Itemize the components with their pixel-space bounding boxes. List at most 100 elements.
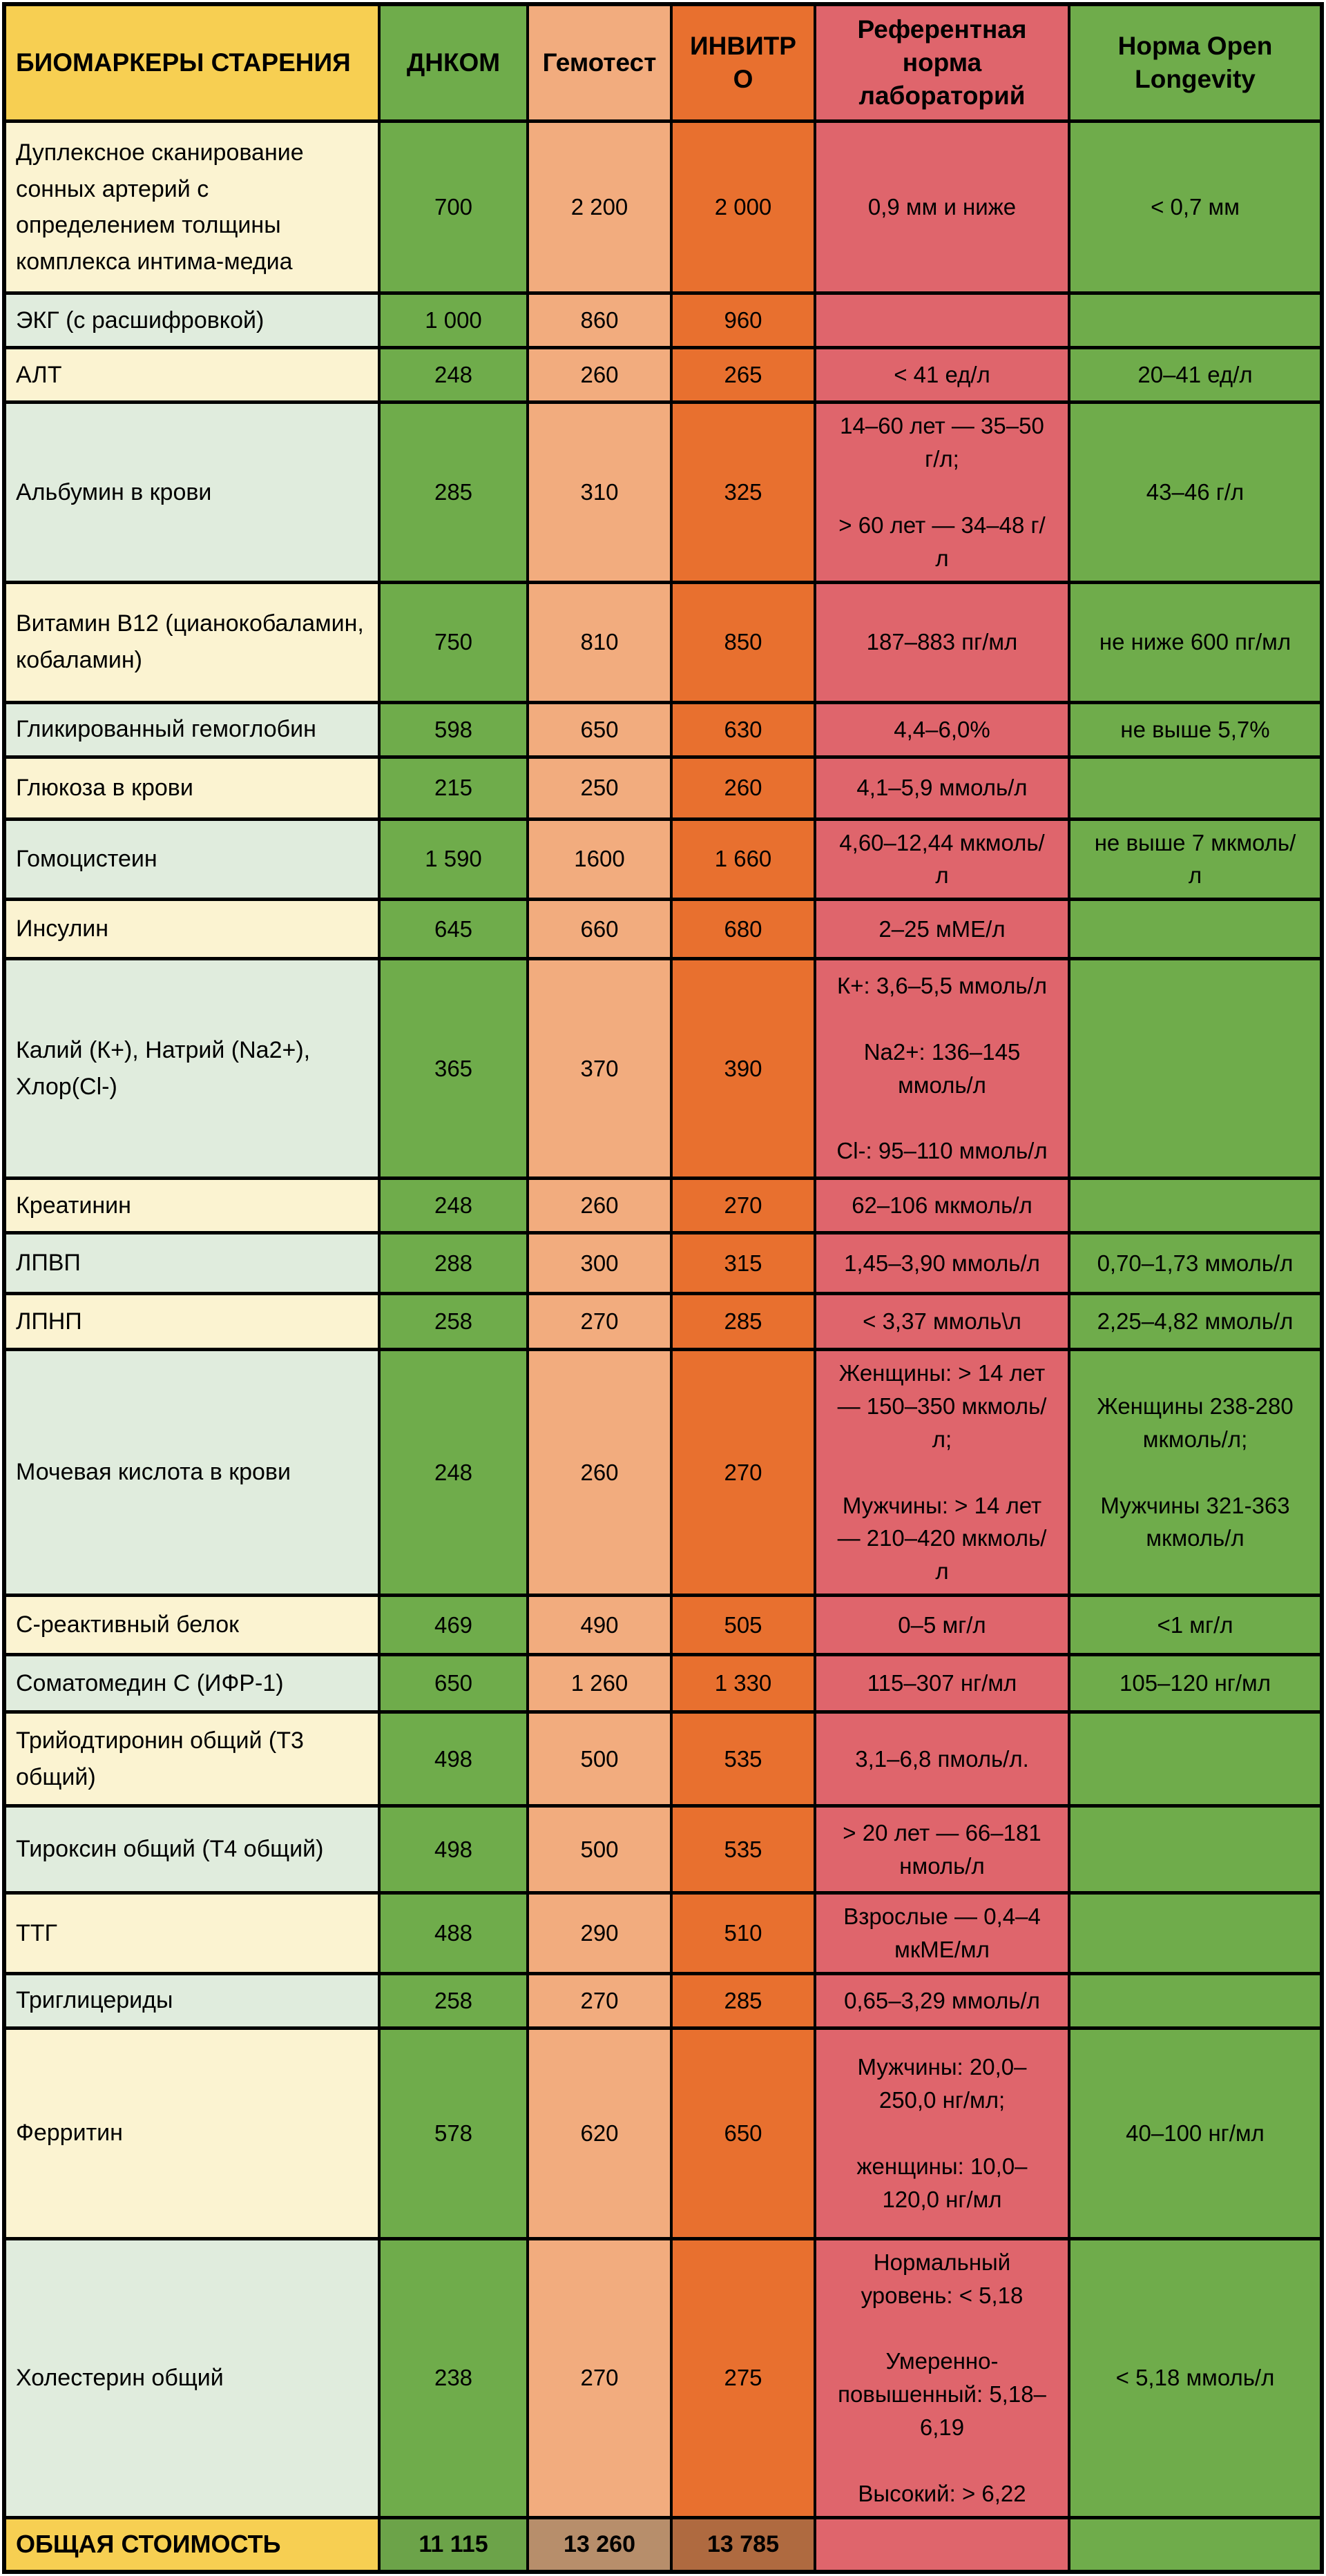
openlongevity-norm [1068, 1971, 1323, 2030]
price-invitro: 260 [670, 755, 816, 821]
biomarker-name: Гомоцистеин [3, 817, 381, 902]
price-invitro: 630 [670, 700, 816, 759]
price-gemotest: 370 [526, 957, 673, 1181]
biomarker-name: Холестерин общий [3, 2236, 381, 2519]
table-row: Ферритин 578 620 650 Мужчины: 20,0–250,0 нг/… [3, 2026, 1323, 2240]
column-header-dnkom: ДНКОМ [378, 2, 529, 124]
price-gemotest: 620 [526, 2026, 673, 2240]
biomarker-name: Креатинин [3, 1176, 381, 1235]
openlongevity-norm: 20–41 ед/л [1068, 346, 1323, 405]
price-gemotest: 270 [526, 2236, 673, 2519]
openlongevity-norm: <1 мг/л [1068, 1594, 1323, 1657]
biomarker-name: ТТГ [3, 1891, 381, 1975]
price-gemotest: 270 [526, 1292, 673, 1352]
price-dnkom: 258 [378, 1292, 529, 1352]
reference-range: > 20 лет — 66–181 нмоль/л [814, 1804, 1070, 1895]
price-dnkom: 498 [378, 1804, 529, 1895]
openlongevity-norm: Женщины 238-280 мкмоль/л; Мужчины 321-36… [1068, 1348, 1323, 1598]
table-row: С-реактивный белок 469 490 505 0–5 мг/л <1 мг… [3, 1594, 1323, 1657]
price-dnkom: 365 [378, 957, 529, 1181]
price-gemotest: 290 [526, 1891, 673, 1975]
price-invitro: 650 [670, 2026, 816, 2240]
biomarker-name: АЛТ [3, 346, 381, 405]
total-price-gemotest: 13 260 [526, 2515, 673, 2574]
price-dnkom: 1 000 [378, 291, 529, 350]
openlongevity-norm: 2,25–4,82 ммоль/л [1068, 1292, 1323, 1352]
openlongevity-norm: 43–46 г/л [1068, 400, 1323, 584]
reference-range: 1,45–3,90 ммоль/л [814, 1231, 1070, 1296]
openlongevity-norm [1068, 898, 1323, 961]
table-row: Витамин В12 (цианокобаламин, кобаламин) 7… [3, 580, 1323, 704]
table-row: Трийодтиронин общий (Т3 общий) 498 500 535 3… [3, 1710, 1323, 1808]
price-gemotest: 260 [526, 346, 673, 405]
reference-range: 0–5 мг/л [814, 1594, 1070, 1657]
openlongevity-norm [1068, 1176, 1323, 1235]
biomarker-name: Дуплексное сканирование сонных артерий с… [3, 119, 381, 296]
reference-range: Мужчины: 20,0–250,0 нг/мл; женщины: 10,0… [814, 2026, 1070, 2240]
reference-range: 3,1–6,8 пмоль/л. [814, 1710, 1070, 1808]
price-invitro: 535 [670, 1710, 816, 1808]
price-dnkom: 248 [378, 1348, 529, 1598]
price-dnkom: 700 [378, 119, 529, 296]
price-dnkom: 248 [378, 1176, 529, 1235]
openlongevity-norm: не ниже 600 пг/мл [1068, 580, 1323, 704]
price-invitro: 505 [670, 1594, 816, 1657]
reference-range: 115–307 нг/мл [814, 1653, 1070, 1714]
price-invitro: 1 660 [670, 817, 816, 902]
reference-range: 0,65–3,29 ммоль/л [814, 1971, 1070, 2030]
totals-row: ОБЩАЯ СТОИМОСТЬ 11 115 13 260 13 785 [3, 2515, 1323, 2574]
biomarker-name: Ферритин [3, 2026, 381, 2240]
biomarker-name: Калий (К+), Натрий (Na2+), Хлор(Cl-) [3, 957, 381, 1181]
price-gemotest: 2 200 [526, 119, 673, 296]
table-row: Креатинин 248 260 270 62–106 мкмоль/л [3, 1176, 1323, 1235]
table-row: ЛПВП 288 300 315 1,45–3,90 ммоль/л 0,70–1,73 … [3, 1231, 1323, 1296]
biomarker-name: ЛПВП [3, 1231, 381, 1296]
biomarker-name: Гликированный гемоглобин [3, 700, 381, 759]
column-header-invitro: ИНВИТРО [670, 2, 816, 124]
price-gemotest: 660 [526, 898, 673, 961]
reference-range: < 3,37 ммоль\л [814, 1292, 1070, 1352]
price-invitro: 535 [670, 1804, 816, 1895]
price-dnkom: 288 [378, 1231, 529, 1296]
price-invitro: 270 [670, 1348, 816, 1598]
table-row: Калий (К+), Натрий (Na2+), Хлор(Cl-) 365 3… [3, 957, 1323, 1181]
price-invitro: 850 [670, 580, 816, 704]
column-header-reference: Референтная норма лабораторий [814, 2, 1070, 124]
biomarker-name: Триглицериды [3, 1971, 381, 2030]
reference-range: 62–106 мкмоль/л [814, 1176, 1070, 1235]
openlongevity-norm [1068, 1891, 1323, 1975]
reference-range: 4,60–12,44 мкмоль/л [814, 817, 1070, 902]
table-row: Мочевая кислота в крови 248 260 270 Женщины:… [3, 1348, 1323, 1598]
total-price-invitro: 13 785 [670, 2515, 816, 2574]
reference-range: 0,9 мм и ниже [814, 119, 1070, 296]
biomarker-name: Трийодтиронин общий (Т3 общий) [3, 1710, 381, 1808]
openlongevity-norm: 105–120 нг/мл [1068, 1653, 1323, 1714]
total-reference-empty [814, 2515, 1070, 2574]
table-row: АЛТ 248 260 265 < 41 ед/л 20–41 ед/л [3, 346, 1323, 405]
price-dnkom: 488 [378, 1891, 529, 1975]
price-gemotest: 300 [526, 1231, 673, 1296]
biomarker-name: С-реактивный белок [3, 1594, 381, 1657]
reference-range: К+: 3,6–5,5 ммоль/л Na2+: 136–145 ммоль/… [814, 957, 1070, 1181]
reference-range: Женщины: > 14 лет — 150–350 мкмоль/л; Му… [814, 1348, 1070, 1598]
price-dnkom: 598 [378, 700, 529, 759]
price-dnkom: 1 590 [378, 817, 529, 902]
reference-range: < 41 ед/л [814, 346, 1070, 405]
price-gemotest: 1600 [526, 817, 673, 902]
reference-range [814, 291, 1070, 350]
price-invitro: 325 [670, 400, 816, 584]
price-invitro: 510 [670, 1891, 816, 1975]
openlongevity-norm [1068, 755, 1323, 821]
price-gemotest: 490 [526, 1594, 673, 1657]
price-gemotest: 260 [526, 1176, 673, 1235]
reference-range: Взрослые — 0,4–4 мкМЕ/мл [814, 1891, 1070, 1975]
table-row: Соматомедин С (ИФР-1) 650 1 260 1 330 115–30… [3, 1653, 1323, 1714]
price-gemotest: 270 [526, 1971, 673, 2030]
table-row: Глюкоза в крови 215 250 260 4,1–5,9 ммоль/л [3, 755, 1323, 821]
biomarker-name: Тироксин общий (Т4 общий) [3, 1804, 381, 1895]
biomarker-name: Инсулин [3, 898, 381, 961]
price-gemotest: 650 [526, 700, 673, 759]
biomarker-name: ЛПНП [3, 1292, 381, 1352]
